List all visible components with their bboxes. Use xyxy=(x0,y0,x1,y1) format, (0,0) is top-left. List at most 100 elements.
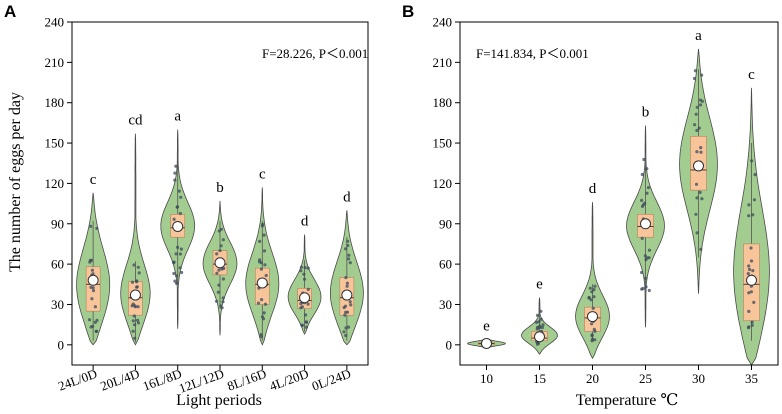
data-point xyxy=(132,263,136,267)
data-point xyxy=(130,304,134,308)
data-point xyxy=(647,248,652,252)
data-point xyxy=(346,325,351,329)
y-tick-label: 240 xyxy=(433,15,453,30)
data-point xyxy=(173,171,177,175)
data-point xyxy=(588,286,592,290)
data-point xyxy=(747,309,751,313)
data-point xyxy=(640,270,644,275)
data-point xyxy=(593,329,597,333)
data-point xyxy=(135,285,139,289)
mean-marker-10 xyxy=(481,337,492,349)
data-point xyxy=(221,300,225,304)
mean-marker-25 xyxy=(640,218,651,230)
y-tick-label: 180 xyxy=(45,95,65,110)
data-point xyxy=(89,258,93,262)
data-point xyxy=(299,265,303,269)
violin-group-24L/0D: c xyxy=(76,172,111,346)
data-point xyxy=(343,313,347,317)
data-point xyxy=(345,310,350,314)
violin-group-0L/24D: d xyxy=(330,189,364,346)
data-point xyxy=(700,73,704,77)
mean-marker-20 xyxy=(587,311,598,323)
data-point xyxy=(345,281,349,285)
y-tick-label: 120 xyxy=(433,176,453,191)
data-point xyxy=(256,301,261,305)
data-point xyxy=(539,309,543,313)
data-point xyxy=(694,182,699,186)
y-tick-label: 120 xyxy=(45,176,65,191)
data-point xyxy=(221,277,225,281)
mean-marker-15 xyxy=(534,331,545,343)
significance-letter-8L/16D: c xyxy=(259,166,266,182)
data-point xyxy=(750,159,754,163)
data-point xyxy=(342,330,346,334)
y-tick-label: 150 xyxy=(45,136,65,151)
data-point xyxy=(699,150,703,154)
data-point xyxy=(87,318,92,322)
data-point xyxy=(752,300,756,304)
data-point xyxy=(640,204,645,208)
data-point xyxy=(304,320,308,324)
data-point xyxy=(135,280,139,284)
data-point xyxy=(136,321,141,325)
y-tick-label: 0 xyxy=(446,337,453,352)
data-point xyxy=(645,191,649,195)
panel-b-temperature: B Temperature ℃ F=141.834, P＜0.001 e e d b a… xyxy=(402,2,779,409)
significance-letter-15: e xyxy=(536,277,543,293)
data-point xyxy=(258,239,262,243)
x-tick-label: 20L/4D xyxy=(98,366,141,394)
data-point xyxy=(299,269,303,273)
significance-letter-35: c xyxy=(748,67,755,83)
data-point xyxy=(300,323,304,327)
data-point xyxy=(643,254,647,258)
data-point xyxy=(590,322,594,326)
data-point xyxy=(642,157,646,162)
y-tick-label: 30 xyxy=(51,297,64,312)
data-point xyxy=(695,150,699,154)
x-tick-label: 25 xyxy=(639,371,652,386)
data-point xyxy=(590,290,594,294)
y-tick-label: 210 xyxy=(433,55,453,70)
data-point xyxy=(173,178,177,182)
panel-b-statistics: F=141.834, P＜0.001 xyxy=(476,46,589,61)
data-point xyxy=(262,233,266,237)
data-point xyxy=(218,249,222,253)
x-tick-label: 30 xyxy=(692,371,705,386)
data-point xyxy=(751,269,755,273)
x-tick-label: 10 xyxy=(480,371,493,386)
significance-letter-30: a xyxy=(695,28,702,44)
mean-marker-0L/24D xyxy=(341,289,353,301)
data-point xyxy=(137,271,141,275)
data-point xyxy=(694,112,698,116)
data-point xyxy=(176,245,180,249)
data-point xyxy=(593,284,597,288)
data-point xyxy=(178,211,182,216)
x-tick-label: 0L/24D xyxy=(310,366,353,394)
data-point xyxy=(647,288,651,293)
panel-b-plot-frame xyxy=(459,21,779,366)
data-point xyxy=(221,238,225,242)
significance-letter-4L/20D: d xyxy=(301,214,309,230)
violin-group-25: b xyxy=(626,105,665,328)
data-point xyxy=(746,272,750,276)
data-point xyxy=(217,283,221,287)
violin-group-30: a xyxy=(679,28,718,294)
y-tick-label: 0 xyxy=(58,337,65,352)
y-tick-label: 60 xyxy=(439,257,452,272)
data-point xyxy=(640,287,644,291)
y-tick-label: 180 xyxy=(433,95,453,110)
data-point xyxy=(219,304,223,308)
panel-b-x-axis-title: Temperature ℃ xyxy=(576,392,679,409)
data-point xyxy=(174,164,178,168)
significance-letter-0L/24D: d xyxy=(343,189,351,205)
data-point xyxy=(302,277,307,281)
data-point xyxy=(694,212,698,216)
data-point xyxy=(700,197,704,201)
data-point xyxy=(645,167,649,171)
data-point xyxy=(539,317,543,321)
mean-marker-16L/8D xyxy=(172,220,184,232)
data-point xyxy=(306,287,310,291)
significance-letter-20L/4D: cd xyxy=(128,113,143,129)
data-point xyxy=(264,273,268,278)
data-point xyxy=(693,69,698,73)
